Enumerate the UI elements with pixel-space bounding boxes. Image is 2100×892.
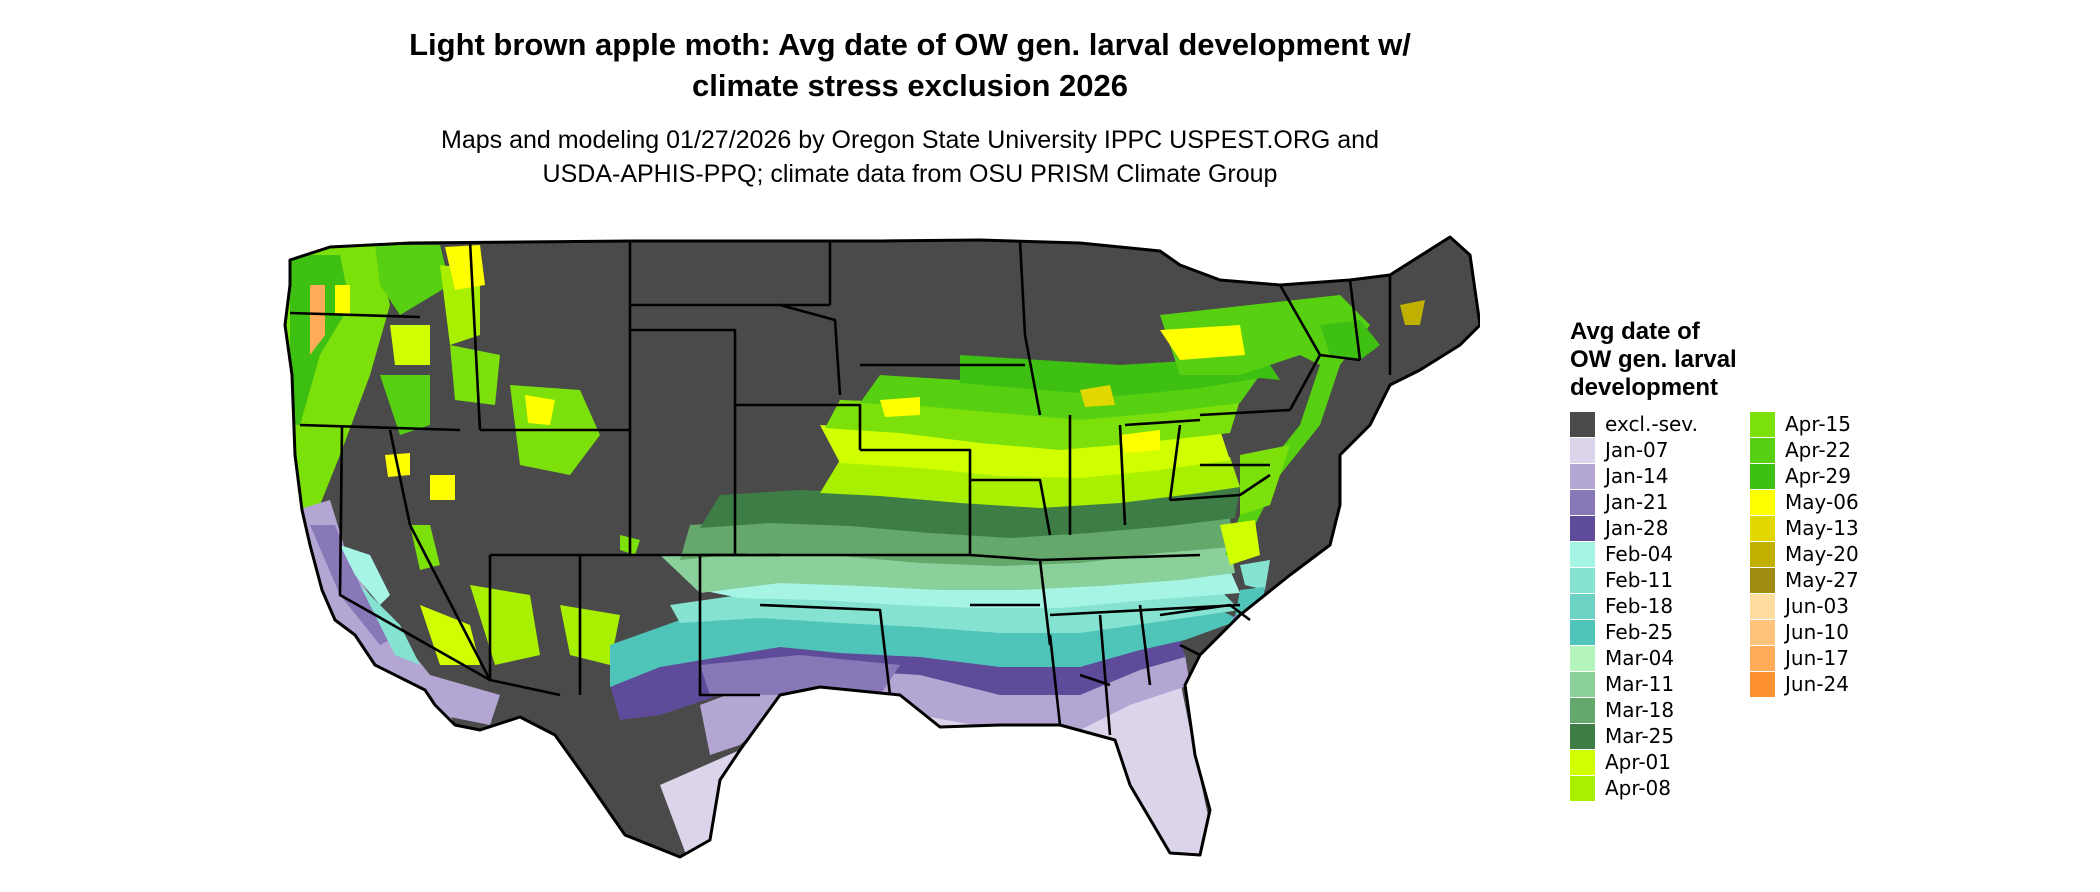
legend-swatch (1570, 437, 1595, 463)
legend-label: Feb-18 (1605, 594, 1674, 618)
legend-title: Avg date of OW gen. larval development (1570, 318, 1790, 402)
legend: Avg date of OW gen. larval development e… (1570, 318, 1930, 801)
legend-label: excl.-sev. (1605, 412, 1698, 436)
legend-swatch (1750, 515, 1775, 541)
legend-label: Jan-14 (1605, 464, 1669, 488)
legend-label: Feb-04 (1605, 542, 1674, 566)
legend-item: Feb-25 (1570, 619, 1750, 645)
legend-item: Jun-10 (1750, 619, 1930, 645)
legend-swatch (1570, 515, 1595, 541)
legend-swatch (1750, 489, 1775, 515)
legend-label: Mar-18 (1605, 698, 1675, 722)
legend-item: Apr-29 (1750, 463, 1930, 489)
legend-swatch (1750, 619, 1775, 645)
legend-item: Apr-01 (1570, 749, 1750, 775)
legend-item: Apr-15 (1750, 411, 1930, 437)
legend-swatch (1570, 411, 1595, 437)
map-subtitle-line-2: USDA-APHIS-PPQ; climate data from OSU PR… (542, 160, 1278, 188)
legend-label: Apr-08 (1605, 776, 1671, 800)
legend-swatch (1570, 489, 1595, 515)
legend-swatch (1570, 645, 1595, 671)
legend-item: Mar-11 (1570, 671, 1750, 697)
legend-label: Mar-11 (1605, 672, 1675, 696)
legend-column-left: excl.-sev. Jan-07 Jan-14 Jan-21 Jan-28 Feb-04… (1570, 411, 1750, 801)
legend-swatch (1570, 697, 1595, 723)
map-title: Light brown apple moth: Avg date of OW g… (290, 24, 1530, 106)
legend-item: Feb-04 (1570, 541, 1750, 567)
legend-swatch (1750, 567, 1775, 593)
legend-label: Mar-25 (1605, 724, 1675, 748)
legend-item: Jan-28 (1570, 515, 1750, 541)
legend-label: Mar-04 (1605, 646, 1675, 670)
legend-swatch (1570, 593, 1595, 619)
legend-label: Apr-22 (1785, 438, 1851, 462)
legend-title-line: OW gen. larval (1570, 346, 1737, 373)
us-map (280, 225, 1480, 890)
legend-item: Jun-03 (1750, 593, 1930, 619)
legend-label: Apr-01 (1605, 750, 1671, 774)
legend-item: May-20 (1750, 541, 1930, 567)
us-map-svg (283, 235, 1480, 859)
legend-title-line: Avg date of (1570, 318, 1700, 345)
legend-label: Feb-11 (1605, 568, 1674, 592)
legend-swatch (1570, 541, 1595, 567)
legend-item: Jun-24 (1750, 671, 1930, 697)
legend-label: Jun-03 (1785, 594, 1849, 618)
legend-swatch (1750, 645, 1775, 671)
legend-item: Apr-08 (1570, 775, 1750, 801)
map-subtitle: Maps and modeling 01/27/2026 by Oregon S… (290, 123, 1530, 191)
legend-columns: excl.-sev. Jan-07 Jan-14 Jan-21 Jan-28 Feb-04… (1570, 411, 1930, 801)
legend-swatch (1570, 463, 1595, 489)
legend-label: May-06 (1785, 490, 1859, 514)
legend-label: Jun-10 (1785, 620, 1849, 644)
legend-item: Jan-21 (1570, 489, 1750, 515)
legend-swatch (1570, 723, 1595, 749)
legend-label: Feb-25 (1605, 620, 1674, 644)
legend-swatch (1750, 437, 1775, 463)
legend-label: Apr-29 (1785, 464, 1851, 488)
legend-swatch (1570, 775, 1595, 801)
legend-item: Feb-18 (1570, 593, 1750, 619)
legend-label: Jun-17 (1785, 646, 1849, 670)
legend-item: May-27 (1750, 567, 1930, 593)
legend-item: Jan-07 (1570, 437, 1750, 463)
legend-swatch (1750, 411, 1775, 437)
legend-label: Jan-28 (1605, 516, 1669, 540)
legend-item: Apr-22 (1750, 437, 1930, 463)
legend-item: Feb-11 (1570, 567, 1750, 593)
legend-item: Mar-25 (1570, 723, 1750, 749)
legend-label: Apr-15 (1785, 412, 1851, 436)
legend-swatch (1570, 671, 1595, 697)
legend-label: May-13 (1785, 516, 1859, 540)
map-subtitle-line-1: Maps and modeling 01/27/2026 by Oregon S… (441, 126, 1379, 154)
legend-label: Jan-21 (1605, 490, 1669, 514)
legend-swatch (1570, 749, 1595, 775)
legend-item: Mar-18 (1570, 697, 1750, 723)
map-title-line-2: climate stress exclusion 2026 (692, 68, 1128, 103)
legend-label: May-20 (1785, 542, 1859, 566)
legend-title-line: development (1570, 374, 1719, 401)
legend-swatch (1750, 671, 1775, 697)
legend-item: Jan-14 (1570, 463, 1750, 489)
legend-item: Mar-04 (1570, 645, 1750, 671)
legend-item: Jun-17 (1750, 645, 1930, 671)
legend-label: Jun-24 (1785, 672, 1849, 696)
legend-swatch (1750, 593, 1775, 619)
legend-swatch (1750, 541, 1775, 567)
legend-swatch (1570, 619, 1595, 645)
legend-column-right: Apr-15 Apr-22 Apr-29 May-06 May-13 May-20 May-… (1750, 411, 1930, 801)
legend-label: May-27 (1785, 568, 1859, 592)
map-title-line-1: Light brown apple moth: Avg date of OW g… (409, 27, 1411, 62)
legend-item: excl.-sev. (1570, 411, 1750, 437)
legend-swatch (1570, 567, 1595, 593)
legend-swatch (1750, 463, 1775, 489)
legend-label: Jan-07 (1605, 438, 1669, 462)
legend-item: May-06 (1750, 489, 1930, 515)
legend-item: May-13 (1750, 515, 1930, 541)
